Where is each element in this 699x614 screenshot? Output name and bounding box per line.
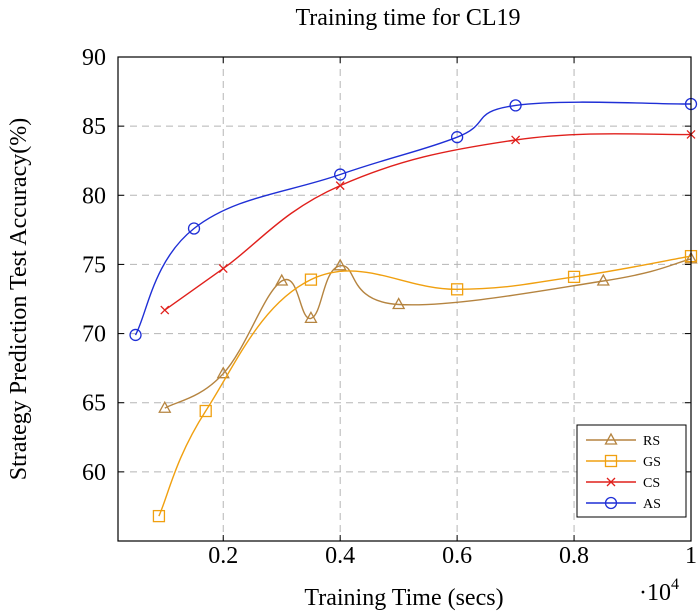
x-tick-label: 1 <box>685 543 697 569</box>
data-point-rs <box>392 297 406 310</box>
x-tick-label: 0.6 <box>442 543 472 569</box>
legend-item-cs: CS <box>586 476 660 491</box>
legend-marker-as <box>604 496 618 510</box>
legend-item-rs: RS <box>586 432 660 449</box>
x-scale-factor: ·104 <box>639 576 679 606</box>
series-line-gs <box>158 255 692 517</box>
x-tick-label: 0.2 <box>208 543 238 569</box>
legend-item-gs: GS <box>586 454 661 470</box>
legend-marker-rs <box>604 432 618 445</box>
data-point-as <box>334 168 347 181</box>
x-scale-base: ·10 <box>639 580 671 606</box>
data-point-gs <box>199 404 212 418</box>
legend-item-as: AS <box>586 496 661 512</box>
data-point-rs <box>333 258 347 271</box>
data-point-as <box>187 222 201 235</box>
series-line-as <box>134 101 692 336</box>
y-tick-label: 70 <box>82 322 106 348</box>
x-tick-label: 0.8 <box>559 543 589 569</box>
y-tick-label: 75 <box>82 252 106 278</box>
data-point-rs <box>275 273 289 286</box>
data-point-cs <box>335 181 345 191</box>
series-line-rs <box>164 258 692 409</box>
series-layer <box>129 97 698 523</box>
data-point-cs <box>218 264 228 274</box>
chart-title: Training time for CL19 <box>295 5 520 31</box>
axes: 0.2 0.4 0.6 0.8 1 60 65 70 75 80 85 90 <box>82 45 697 569</box>
y-tick-label: 85 <box>82 114 106 140</box>
data-point-gs <box>450 283 464 296</box>
data-point-rs <box>158 400 172 413</box>
y-tick-label: 80 <box>82 183 106 209</box>
x-axis-label: Training Time (secs) <box>304 585 503 611</box>
data-point-rs <box>596 273 610 286</box>
x-scale-exponent: 4 <box>671 576 679 593</box>
data-point-gs <box>152 509 166 523</box>
data-point-rs <box>216 366 230 379</box>
y-tick-label: 60 <box>82 460 106 486</box>
legend-label-as: AS <box>643 497 661 512</box>
series-gs <box>152 249 698 523</box>
plot-frame <box>117 56 692 542</box>
data-point-rs <box>304 311 318 324</box>
y-tick-label: 90 <box>82 45 106 71</box>
legend-label-cs: CS <box>643 476 660 491</box>
y-tick-label: 65 <box>82 391 106 417</box>
data-point-gs <box>304 273 318 286</box>
data-point-as <box>509 99 522 112</box>
x-tick-label: 0.4 <box>325 543 355 569</box>
legend-label-rs: RS <box>643 434 660 449</box>
y-axis-label: Strategy Prediction Test Accuracy(%) <box>6 118 32 480</box>
data-point-gs <box>567 270 581 284</box>
legend-label-gs: GS <box>643 455 661 470</box>
series-rs <box>158 251 698 413</box>
series-line-cs <box>164 133 692 311</box>
legend-marker-cs <box>606 477 616 487</box>
data-point-as <box>129 328 142 342</box>
data-point-cs <box>511 135 521 145</box>
data-point-as <box>450 131 464 144</box>
legend: RS GS CS AS <box>576 424 687 518</box>
data-point-cs <box>160 305 170 315</box>
legend-marker-gs <box>604 454 618 468</box>
